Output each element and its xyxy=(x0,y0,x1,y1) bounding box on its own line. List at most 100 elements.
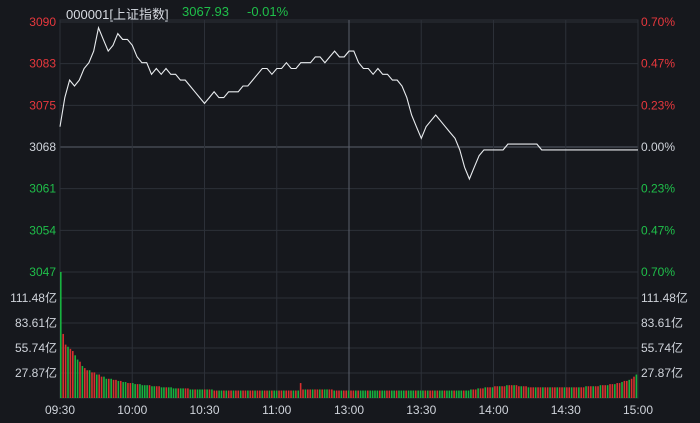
volume-bar xyxy=(520,386,523,398)
volume-bar xyxy=(376,390,379,398)
volume-bar xyxy=(378,390,381,398)
volume-bar xyxy=(220,390,223,398)
volume-bar xyxy=(213,390,216,398)
volume-bar xyxy=(117,380,120,398)
volume-bar xyxy=(561,387,563,398)
price-tick-label: 3090 xyxy=(29,15,56,29)
volume-bar xyxy=(542,387,544,398)
volume-bar xyxy=(88,370,91,398)
volume-bar xyxy=(431,390,434,398)
volume-bar xyxy=(429,390,431,398)
volume-bar xyxy=(321,389,324,398)
volume-bar xyxy=(271,390,273,398)
volume-bar xyxy=(170,387,172,398)
volume-bar xyxy=(609,384,611,398)
volume-bar xyxy=(95,374,98,398)
volume-bar xyxy=(419,390,422,398)
volume-bar xyxy=(441,390,443,398)
current-price: 3067.93 xyxy=(182,4,229,19)
volume-bar xyxy=(628,379,631,398)
volume-bar xyxy=(580,387,583,398)
volume-bar xyxy=(398,390,400,398)
volume-bar xyxy=(486,387,489,398)
volume-bar xyxy=(501,386,503,398)
volume-bar xyxy=(60,272,62,398)
volume-bar xyxy=(122,381,124,398)
time-axis: 09:30 10:00 10:30 11:00 13:00 13:30 14:00 14:30… xyxy=(45,403,653,417)
volume-bar xyxy=(302,389,304,398)
volume-bar xyxy=(474,389,477,398)
volume-bar xyxy=(355,390,357,398)
volume-bar xyxy=(611,384,614,398)
volume-axis-left: 111.48亿 83.61亿 55.74亿 27.87亿 xyxy=(10,290,57,380)
volume-bar xyxy=(400,390,403,398)
volume-bar xyxy=(311,389,314,398)
volume-bar xyxy=(314,389,316,398)
volume-bar xyxy=(582,387,585,398)
volume-bar xyxy=(299,383,302,398)
volume-bar xyxy=(482,388,484,398)
volume-bar xyxy=(477,388,479,398)
volume-bar xyxy=(199,389,201,398)
volume-bar xyxy=(573,387,575,398)
percent-tick-label: 0.23% xyxy=(641,98,675,112)
volume-bar xyxy=(256,390,259,398)
time-tick-label: 13:30 xyxy=(406,403,436,417)
volume-bar xyxy=(244,390,247,398)
volume-bar xyxy=(71,351,74,398)
volume-bar xyxy=(602,385,604,398)
volume-bar xyxy=(426,390,429,398)
volume-bar xyxy=(635,374,638,398)
volume-bar xyxy=(366,390,369,398)
volume-bar xyxy=(194,389,196,398)
volume-bar xyxy=(568,387,571,398)
volume-bar xyxy=(227,390,230,398)
volume-bar xyxy=(626,380,628,398)
volume-bar xyxy=(285,390,288,398)
volume-bar xyxy=(563,387,566,398)
volume-bar xyxy=(343,390,345,398)
volume-bar xyxy=(618,383,621,398)
volume-bar xyxy=(352,390,355,398)
volume-bar xyxy=(273,390,276,398)
volume-bar xyxy=(182,388,184,398)
volume-bar xyxy=(458,390,460,398)
volume-bar xyxy=(223,390,225,398)
volume-bar xyxy=(374,390,376,398)
percent-tick-label: 0.70% xyxy=(641,15,675,29)
volume-bar xyxy=(465,390,467,398)
price-tick-label: 3061 xyxy=(29,182,56,196)
volume-bar xyxy=(570,387,573,398)
volume-bar xyxy=(508,385,511,398)
volume-bar xyxy=(316,389,319,398)
volume-bar xyxy=(383,390,386,398)
volume-bar xyxy=(498,386,501,398)
time-tick-label: 10:30 xyxy=(189,403,219,417)
volume-bar xyxy=(146,385,148,398)
volume-bar xyxy=(443,390,446,398)
volume-bar xyxy=(350,390,352,398)
volume-bar xyxy=(263,390,266,398)
volume-bar xyxy=(187,388,189,398)
volume-bar xyxy=(414,390,417,398)
volume-bar xyxy=(107,378,110,398)
percent-tick-label: 0.00% xyxy=(641,140,675,154)
percent-tick-label: 0.23% xyxy=(641,182,675,196)
volume-tick-label: 83.61亿 xyxy=(641,315,683,330)
volume-bar xyxy=(479,388,482,398)
volume-bar xyxy=(278,390,280,398)
volume-bars xyxy=(60,272,638,398)
volume-bar xyxy=(484,387,487,398)
volume-bar xyxy=(230,390,232,398)
volume-bar xyxy=(436,390,439,398)
time-tick-label: 10:00 xyxy=(117,403,147,417)
volume-bar xyxy=(295,390,297,398)
volume-bar xyxy=(503,386,506,398)
volume-bar xyxy=(496,386,499,398)
volume-bar xyxy=(103,376,105,398)
volume-bar xyxy=(201,389,204,398)
volume-bar xyxy=(530,387,532,398)
volume-bar xyxy=(422,390,424,398)
